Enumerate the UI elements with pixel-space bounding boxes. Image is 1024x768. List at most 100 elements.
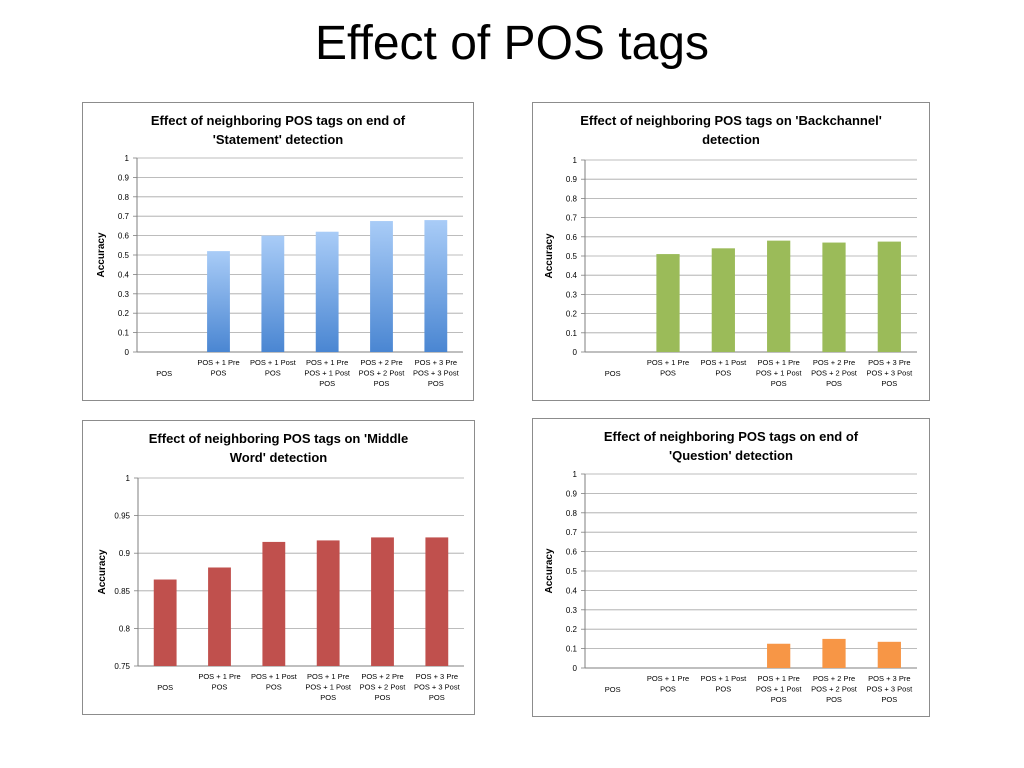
y-tick-label: 0.9 (566, 175, 578, 184)
y-tick-label: 0 (573, 664, 578, 673)
x-tick-label: POS + 3 Pre POS + 3 Post POS (867, 358, 914, 388)
x-tick-label: POS + 1 Pre POS (647, 674, 689, 694)
bar (207, 251, 230, 352)
y-tick-label: 0.2 (566, 625, 578, 634)
y-tick-label: 0.1 (566, 329, 578, 338)
x-tick-label: POS + 2 Pre POS + 2 Post POS (811, 358, 858, 388)
y-tick-label: 1 (126, 474, 131, 483)
y-tick-label: 0.8 (118, 193, 130, 202)
bar (877, 641, 901, 668)
bar (370, 221, 393, 352)
chart-middle-word-plot: 0.75 0.8 0.85 0.9 0.95 1 Accuracy POS POS + 1 Pr… (97, 474, 464, 702)
x-tick-label: POS + 1 Pre POS + 1 Post POS (305, 672, 352, 702)
chart-title: Effect of neighboring POS tags on end of… (573, 427, 889, 465)
x-tick-label: POS + 3 Pre POS + 3 Post POS (413, 358, 460, 388)
x-tick-label: POS + 1 Post POS (251, 672, 298, 692)
y-tick-label: 0.4 (566, 586, 578, 595)
y-tick-label: 0.85 (114, 587, 130, 596)
chart-statement-panel: Effect of neighboring POS tags on end of… (82, 102, 474, 401)
chart-backchannel-panel: Effect of neighboring POS tags on 'Backc… (532, 102, 930, 401)
y-tick-label: 0.1 (566, 645, 578, 654)
x-tick-label: POS + 1 Pre POS (197, 358, 239, 378)
bar (425, 537, 449, 666)
chart-title: Effect of neighboring POS tags on 'Backc… (573, 111, 889, 149)
bar (261, 235, 285, 352)
bar (767, 643, 791, 668)
y-axis-label: Accuracy (96, 232, 107, 277)
y-tick-label: 0.7 (118, 212, 130, 221)
bar (767, 240, 791, 352)
x-tick-label: POS (156, 369, 172, 378)
x-tick-label: POS + 1 Pre POS (198, 672, 240, 692)
y-tick-label: 0.6 (566, 548, 578, 557)
slide-title: Effect of POS tags (315, 17, 709, 70)
chart-question-panel: Effect of neighboring POS tags on end of… (532, 418, 930, 717)
x-tick-label: POS (157, 683, 173, 692)
bar (656, 254, 680, 352)
x-tick-label: POS + 1 Post POS (250, 358, 297, 378)
y-tick-label: 0.1 (118, 329, 130, 338)
y-tick-label: 0.3 (566, 290, 578, 299)
y-tick-label: 0 (573, 348, 578, 357)
bar (424, 220, 448, 352)
y-tick-label: 1 (573, 156, 578, 165)
y-tick-label: 0.7 (566, 214, 578, 223)
chart-title: Effect of neighboring POS tags on end of… (123, 111, 433, 149)
chart-title-line-2: 'Question' detection (669, 448, 793, 463)
chart-statement-plot: 0 0.1 0.2 0.3 0.4 0.5 0.6 0.7 0.8 0.9 1 Accuracy POS… (96, 154, 463, 388)
y-axis-label: Accuracy (97, 549, 108, 594)
bar (711, 248, 735, 352)
y-tick-label: 0.4 (566, 271, 578, 280)
x-tick-label: POS + 1 Pre POS + 1 Post POS (756, 358, 803, 388)
chart-title-line-1: Effect of neighboring POS tags on 'Middl… (148, 431, 409, 446)
chart-backchannel-plot: 0 0.1 0.2 0.3 0.4 0.5 0.6 0.7 0.8 0.9 1 Accuracy POS… (544, 156, 917, 388)
bar (153, 579, 177, 666)
x-tick-label: POS + 2 Pre POS + 2 Post POS (811, 674, 858, 704)
y-tick-label: 0.9 (566, 489, 578, 498)
bar (208, 567, 231, 666)
bar (316, 540, 340, 666)
y-tick-label: 0.5 (118, 251, 130, 260)
x-tick-label: POS + 1 Pre POS (647, 358, 689, 378)
x-tick-label: POS + 1 Post POS (701, 358, 748, 378)
y-tick-label: 0.6 (566, 233, 578, 242)
x-tick-label: POS (605, 685, 621, 694)
chart-title-line-2: 'Statement' detection (212, 132, 344, 147)
y-tick-label: 0.7 (566, 528, 578, 537)
y-tick-label: 0.2 (566, 310, 578, 319)
y-tick-label: 0.5 (566, 252, 578, 261)
y-tick-label: 1 (125, 154, 130, 163)
y-tick-label: 0.5 (566, 567, 578, 576)
bar (822, 242, 846, 352)
x-tick-label: POS + 3 Pre POS + 3 Post POS (414, 672, 461, 702)
x-tick-label: POS (605, 369, 621, 378)
bar (315, 231, 339, 352)
y-tick-label: 0.8 (566, 509, 578, 518)
x-tick-label: POS + 3 Pre POS + 3 Post POS (867, 674, 914, 704)
y-tick-label: 0.9 (119, 549, 131, 558)
bar (822, 638, 846, 668)
chart-title-line-1: Effect of neighboring POS tags on end of (603, 429, 859, 444)
chart-title-line-1: Effect of neighboring POS tags on 'Backc… (580, 113, 882, 128)
y-tick-label: 0.4 (118, 270, 130, 279)
y-tick-label: 0.6 (118, 232, 130, 241)
x-tick-label: POS + 2 Pre POS + 2 Post POS (360, 672, 407, 702)
y-axis-label: Accuracy (544, 233, 555, 278)
y-tick-label: 0.75 (114, 662, 130, 671)
y-tick-label: 1 (573, 470, 578, 479)
chart-title: Effect of neighboring POS tags on 'Middl… (123, 429, 434, 467)
x-tick-label: POS + 1 Pre POS + 1 Post POS (304, 358, 351, 388)
chart-title-line-2: detection (702, 132, 760, 147)
x-tick-label: POS + 2 Pre POS + 2 Post POS (359, 358, 406, 388)
y-tick-label: 0.2 (118, 309, 130, 318)
bar (877, 241, 901, 352)
x-tick-label: POS + 1 Post POS (701, 674, 748, 694)
chart-question-plot: 0 0.1 0.2 0.3 0.4 0.5 0.6 0.7 0.8 0.9 1 Accuracy POS… (544, 470, 917, 704)
chart-middle-word-panel: Effect of neighboring POS tags on 'Middl… (82, 420, 475, 715)
y-axis-label: Accuracy (544, 548, 555, 593)
y-tick-label: 0.3 (118, 290, 130, 299)
y-tick-label: 0.8 (566, 194, 578, 203)
y-tick-label: 0.8 (119, 624, 131, 633)
chart-title-line-2: Word' detection (229, 450, 328, 465)
chart-title-line-1: Effect of neighboring POS tags on end of (150, 113, 406, 128)
